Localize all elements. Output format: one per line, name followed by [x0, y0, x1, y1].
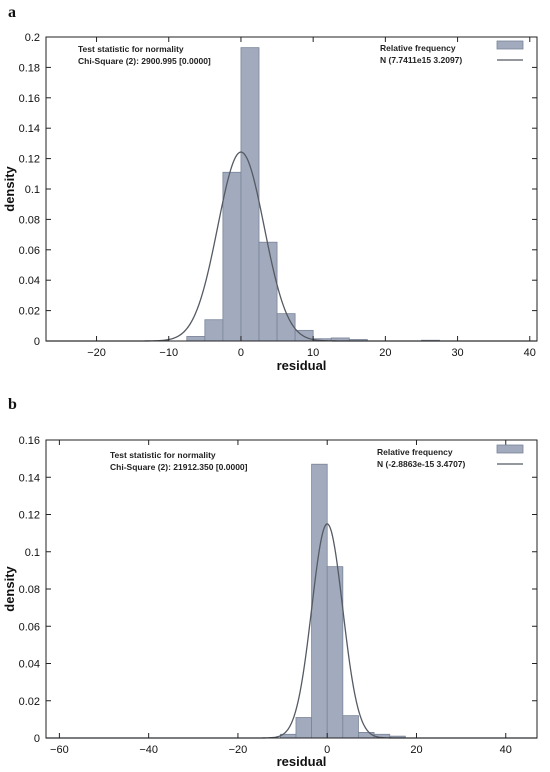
y-tick-label: 0.1 — [25, 184, 40, 196]
y-tick-label: 0.08 — [19, 584, 40, 596]
y-tick-label: 0.08 — [19, 214, 40, 226]
y-tick-label: 0.04 — [19, 275, 40, 287]
histogram-bar — [240, 47, 260, 342]
legend-label: Relative frequency — [380, 43, 456, 53]
histogram-bar — [276, 313, 296, 342]
normality-test-text: Test statistic for normality — [78, 44, 184, 54]
y-tick-label: 0.16 — [19, 93, 40, 105]
x-tick-label: −40 — [139, 744, 158, 756]
y-tick-label: 0.06 — [19, 621, 40, 633]
normal-density-curve — [46, 151, 537, 342]
y-tick-label: 0.12 — [19, 510, 40, 522]
histogram-bar — [311, 463, 328, 739]
y-tick-label: 0.18 — [19, 62, 40, 74]
x-axis-title: residual — [277, 358, 327, 373]
x-tick-label: 30 — [451, 347, 463, 359]
y-axis-title: density — [2, 165, 17, 211]
y-tick-label: 0.06 — [19, 245, 40, 257]
legend-bar-swatch — [496, 444, 524, 454]
normality-test-text: Chi-Square (2): 21912.350 [0.0000] — [110, 462, 248, 472]
chart-panel-1: −60 −40 −20 0 20 40 0 0.02 0.04 0.06 0.08 0.1 0.12 0.… — [2, 435, 538, 769]
y-tick-label: 0.1 — [25, 547, 40, 559]
plot-frame — [45, 36, 538, 342]
y-tick-label: 0.14 — [19, 472, 40, 484]
legend-label: N (7.7411e15 3.2097) — [380, 55, 462, 65]
x-tick-label: −60 — [50, 744, 69, 756]
histogram-bar — [186, 336, 206, 342]
chart-panel-0: −20 −10 0 10 20 30 40 0 0.02 0.04 0.06 0.08 0.1 0.12 0… — [2, 32, 538, 373]
x-tick-label: 20 — [410, 744, 422, 756]
panel-a-label: a — [8, 4, 16, 21]
histogram-bar — [258, 241, 278, 342]
x-tick-label: 0 — [324, 744, 330, 756]
legend-label: N (-2.8863e-15 3.4707) — [377, 459, 466, 469]
histogram-bar — [295, 717, 312, 739]
plot-frame — [45, 439, 538, 739]
y-tick-label: 0 — [34, 336, 40, 348]
x-tick-label: −10 — [159, 347, 178, 359]
y-tick-label: 0.02 — [19, 696, 40, 708]
legend-label: Relative frequency — [377, 447, 453, 457]
x-tick-label: 40 — [524, 347, 536, 359]
x-tick-label: 20 — [379, 347, 391, 359]
y-tick-label: 0.12 — [19, 154, 40, 166]
normality-test-text: Test statistic for normality — [110, 450, 216, 460]
y-tick-label: 0.16 — [19, 435, 40, 447]
y-tick-label: 0.04 — [19, 659, 40, 671]
x-tick-label: 0 — [238, 347, 244, 359]
x-tick-label: 40 — [500, 744, 512, 756]
x-axis-title: residual — [277, 754, 327, 769]
histogram-bar — [222, 171, 242, 342]
normality-test-text: Chi-Square (2): 2900.995 [0.0000] — [78, 56, 211, 66]
x-tick-label: −20 — [229, 744, 248, 756]
histogram-bar — [204, 319, 224, 342]
legend-bar-swatch — [496, 40, 524, 50]
y-tick-label: 0.02 — [19, 306, 40, 318]
y-axis-title: density — [2, 565, 17, 611]
x-tick-label: 10 — [307, 347, 319, 359]
x-tick-label: −20 — [87, 347, 106, 359]
y-tick-label: 0.2 — [25, 32, 40, 44]
y-tick-label: 0 — [34, 733, 40, 745]
normal-density-curve — [46, 523, 537, 739]
y-tick-label: 0.14 — [19, 123, 40, 135]
histogram-bar — [342, 715, 359, 739]
panel-b-label: b — [8, 396, 17, 413]
